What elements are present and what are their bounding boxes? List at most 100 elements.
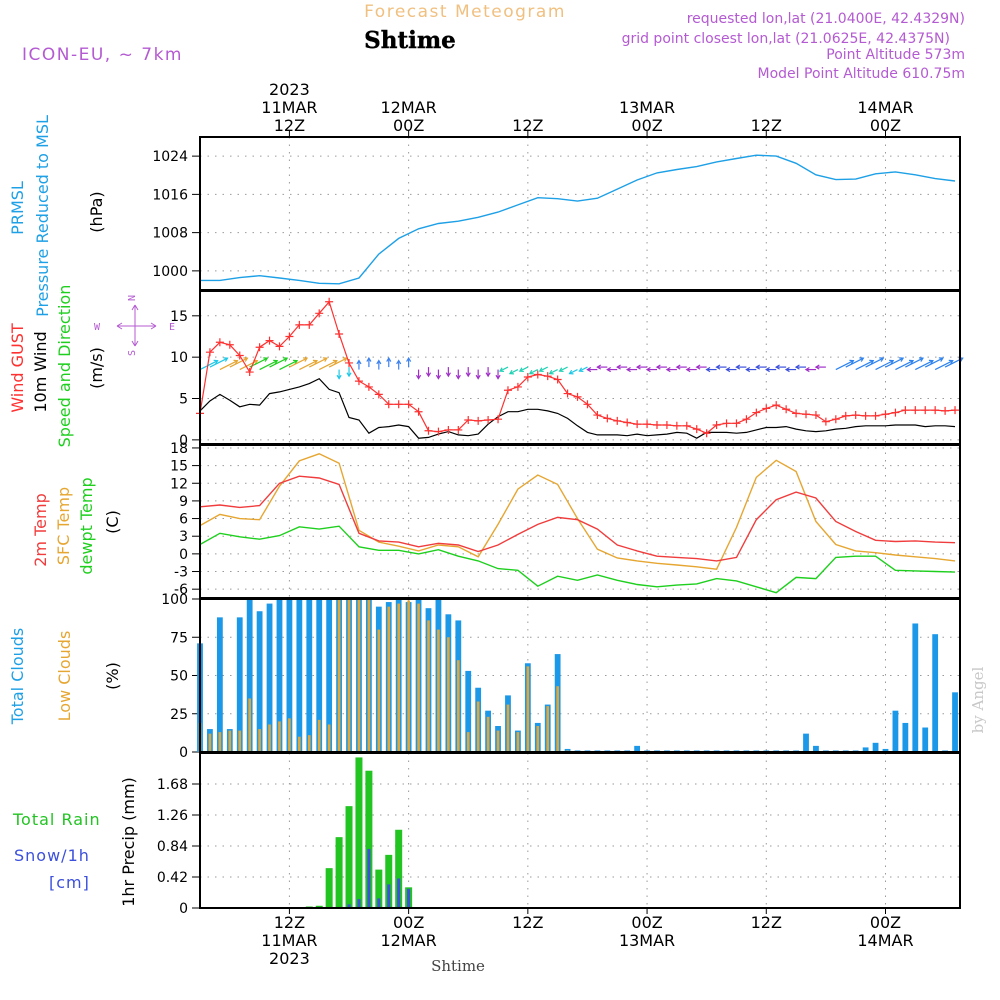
wind-arrow-head	[755, 364, 761, 370]
low-cloud-bar	[437, 629, 440, 752]
wind-arrow-head	[616, 364, 621, 370]
wind-gust-marker	[543, 372, 552, 381]
wind-ytick-label: 5	[179, 392, 188, 408]
wind-gust-marker	[305, 320, 314, 329]
wind-arrow-head	[695, 364, 701, 370]
wind-gust-marker	[772, 401, 781, 410]
wind-arrow-head	[465, 372, 471, 378]
total-cloud-bar	[296, 599, 303, 752]
wind-gust-marker	[245, 368, 254, 377]
snow-label: Snow/1h	[14, 846, 90, 865]
requested-coords: requested lon,lat (21.0400E, 42.4329N)	[687, 11, 965, 27]
wind-arrow-head	[283, 357, 289, 362]
low-cloud-bar	[258, 729, 261, 752]
low-cloud-bar	[526, 666, 530, 752]
wind-gust-marker	[672, 421, 681, 430]
total-cloud-bar	[256, 611, 263, 752]
temperature-ytick-label: 0	[179, 547, 188, 563]
compass-north: N	[127, 295, 138, 301]
low-cloud-bar	[238, 730, 242, 752]
wind-gust-marker	[871, 411, 880, 420]
wind-direction-arrow	[279, 360, 298, 371]
low-cloud-bar	[417, 603, 420, 752]
wind-arrow-head	[784, 366, 790, 373]
wind-gust-marker	[424, 426, 433, 435]
temperature-ytick-label: 18	[170, 441, 188, 457]
model-altitude: Model Point Altitude 610.75m	[758, 66, 965, 82]
clouds-ytick-label: 0	[179, 745, 188, 761]
wind-arrow-head	[685, 366, 691, 373]
footer-station: Shtime	[431, 957, 485, 975]
total-cloud-bar	[465, 670, 472, 752]
wind-arrow-head	[849, 359, 855, 365]
low-cloud-bar	[466, 732, 470, 752]
precip-labels: Total Rain Snow/1h [cm] 1hr Precip (mm)	[12, 777, 138, 907]
low-cloud-bar	[377, 629, 381, 752]
sfc-temp-line	[199, 453, 956, 570]
wind-gust-marker	[394, 400, 403, 409]
clouds-ytick-label: 25	[170, 707, 188, 723]
forecast-meteogram-title: Forecast Meteogram	[364, 2, 566, 22]
wind-gust-marker	[583, 400, 592, 409]
wind-arrow-head	[889, 359, 895, 365]
temperature-ytick-label: 12	[170, 476, 188, 492]
rain-bar	[385, 854, 393, 908]
wind-direction-arrow	[579, 366, 588, 372]
snow-bar	[357, 899, 361, 908]
wind-gust-marker	[603, 414, 612, 423]
wind-gust-marker	[722, 419, 731, 428]
wind-gust-marker	[315, 309, 324, 318]
wind-arrow-head	[302, 357, 309, 362]
total-cloud-bar	[306, 599, 313, 752]
sfc-temp-label: SFC Temp	[54, 487, 73, 565]
wind-arrow-head	[366, 356, 372, 362]
wind-arrow-head	[948, 359, 954, 365]
compass-east: E	[169, 322, 175, 333]
wind-arrow-head	[908, 359, 915, 365]
wind-arrow-head	[635, 364, 641, 370]
wind-gust-marker	[662, 420, 671, 429]
pressure-frame	[199, 136, 961, 291]
wind-arrow-head	[396, 359, 402, 365]
low-cloud-bar	[218, 732, 222, 752]
rain-bar	[365, 770, 373, 908]
low-cloud-bar	[228, 730, 232, 752]
wind-gust-marker	[335, 330, 344, 339]
rain-bar	[325, 868, 333, 908]
bottom-time-label: 00Z	[393, 913, 424, 932]
temperature-ytick-label: 15	[170, 459, 188, 475]
wind-gust-marker	[374, 390, 383, 399]
wind-gust-marker	[235, 351, 244, 360]
speed-direction-label: Speed and Direction	[55, 285, 74, 448]
wind-direction-arrow	[559, 366, 568, 372]
wind-arrow-head	[548, 369, 554, 375]
dewpt-label: dewpt Temp	[77, 477, 96, 574]
wind-gust-marker	[494, 415, 503, 424]
total-cloud-bar	[932, 634, 939, 752]
pressure-ytick-label: 1008	[152, 226, 188, 242]
temperature-ytick-label: 3	[179, 529, 188, 545]
total-cloud-bar	[892, 710, 899, 752]
wind-gust-marker	[643, 420, 652, 429]
wind-gust-marker	[762, 404, 771, 413]
top-time-label: 12Z	[274, 116, 305, 135]
clouds-ytick-label: 100	[161, 592, 188, 608]
wind-gust-marker	[325, 297, 334, 306]
wind-arrow-head	[715, 364, 721, 370]
top-time-label: 11MAR	[261, 98, 317, 117]
low-cloud-bar	[298, 736, 301, 752]
top-time-label: 13MAR	[619, 98, 675, 117]
wind-direction-arrow	[519, 366, 529, 372]
wind-arrow-head	[804, 366, 810, 373]
wind-gust-marker	[484, 416, 493, 425]
pressure-ytick-label: 1000	[152, 264, 188, 280]
wind-direction-arrow	[318, 360, 338, 371]
wind-gust-marker	[295, 320, 304, 329]
wind-gust-marker	[931, 406, 940, 415]
wind-arrow-head	[899, 357, 905, 362]
bottom-time-label: 12Z	[751, 913, 782, 932]
wind-arrow-head	[243, 357, 249, 362]
wind-direction-arrow	[915, 360, 934, 371]
total-cloud-bar	[216, 617, 223, 752]
